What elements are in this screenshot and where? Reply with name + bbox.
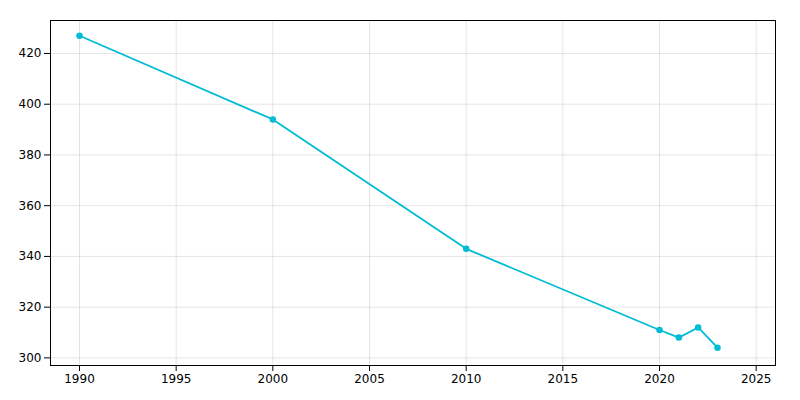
svg-text:360: 360 <box>19 199 42 213</box>
svg-text:420: 420 <box>19 46 42 60</box>
svg-text:1990: 1990 <box>64 372 95 386</box>
svg-text:2000: 2000 <box>258 372 289 386</box>
svg-text:2025: 2025 <box>741 372 772 386</box>
svg-text:320: 320 <box>19 300 42 314</box>
svg-text:400: 400 <box>19 97 42 111</box>
svg-text:2015: 2015 <box>548 372 579 386</box>
svg-text:380: 380 <box>19 148 42 162</box>
svg-text:2005: 2005 <box>354 372 385 386</box>
svg-text:300: 300 <box>19 351 42 365</box>
svg-text:2020: 2020 <box>644 372 675 386</box>
svg-text:2010: 2010 <box>451 372 482 386</box>
svg-text:1995: 1995 <box>161 372 192 386</box>
svg-text:340: 340 <box>19 249 42 263</box>
